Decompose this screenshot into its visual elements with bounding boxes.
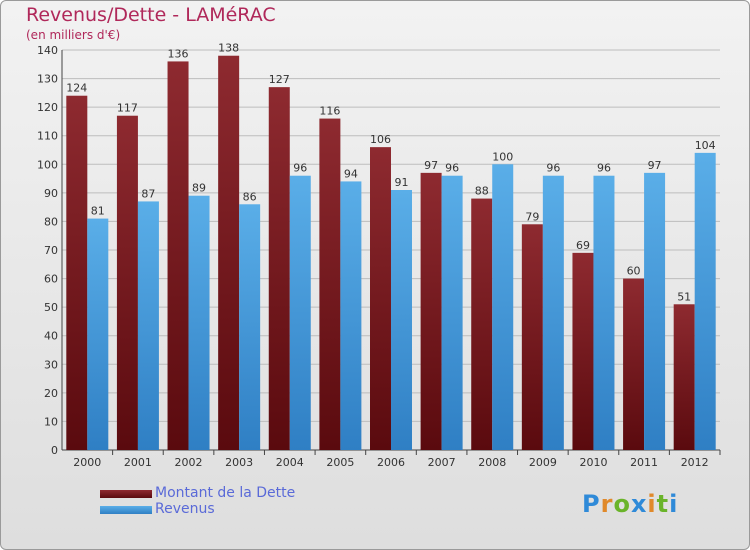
legend-label-revenus: Revenus <box>155 501 215 517</box>
bar-dette <box>218 55 240 450</box>
bar-dette <box>623 278 645 450</box>
x-tick-label: 2008 <box>478 456 506 469</box>
y-tick-label: 130 <box>37 73 58 86</box>
y-tick-label: 120 <box>37 101 58 114</box>
bar-dette <box>116 115 138 450</box>
data-label-dette: 51 <box>677 290 691 303</box>
y-tick-label: 40 <box>44 330 58 343</box>
y-tick-label: 0 <box>51 444 58 457</box>
legend-label-dette: Montant de la Dette <box>155 485 296 501</box>
y-tick-label: 110 <box>37 130 58 143</box>
data-label-dette: 116 <box>319 105 340 118</box>
legend-swatch-revenus <box>100 506 152 514</box>
data-label-dette: 127 <box>269 73 290 86</box>
data-label-dette: 138 <box>218 42 239 55</box>
x-tick-label: 2003 <box>225 456 253 469</box>
x-tick-label: 2006 <box>377 456 405 469</box>
data-label-revenus: 104 <box>695 139 716 152</box>
bar-dette <box>420 172 442 450</box>
y-tick-label: 90 <box>44 187 58 200</box>
data-label-dette: 88 <box>475 185 489 198</box>
bar-revenus <box>137 201 159 450</box>
legend-swatch-dette <box>100 490 152 498</box>
y-tick-label: 10 <box>44 415 58 428</box>
bar-dette <box>370 147 391 450</box>
x-tick-label: 2004 <box>276 456 304 469</box>
chart-subtitle: (en milliers d'€) <box>26 28 121 42</box>
data-label-revenus: 96 <box>445 162 459 175</box>
bar-revenus <box>188 195 210 450</box>
bar-revenus <box>593 175 615 450</box>
bar-dette <box>66 95 88 450</box>
bar-dette <box>167 61 189 451</box>
x-tick-label: 2002 <box>175 456 203 469</box>
bar-revenus <box>391 190 412 450</box>
data-label-revenus: 86 <box>243 190 257 203</box>
data-label-revenus: 97 <box>648 159 662 172</box>
x-tick-label: 2001 <box>124 456 152 469</box>
x-tick-label: 2000 <box>73 456 101 469</box>
data-label-dette: 79 <box>525 210 539 223</box>
proxiti-logo: Proxiti <box>582 490 679 518</box>
x-tick-label: 2009 <box>529 456 557 469</box>
y-tick-label: 80 <box>44 215 58 228</box>
y-tick-label: 70 <box>44 244 58 257</box>
data-label-dette: 136 <box>168 47 189 60</box>
x-tick-label: 2005 <box>326 456 354 469</box>
y-tick-label: 140 <box>37 44 58 57</box>
data-label-revenus: 96 <box>546 162 560 175</box>
chart-title: Revenus/Dette - LAMéRAC <box>26 4 276 26</box>
bars <box>66 55 716 451</box>
bar-dette <box>673 304 695 450</box>
data-label-revenus: 100 <box>492 150 513 163</box>
data-label-dette: 106 <box>370 133 391 146</box>
y-tick-label: 50 <box>44 301 58 314</box>
bar-revenus <box>644 172 666 450</box>
bar-dette <box>572 252 594 450</box>
axes: 0 10 20 30 40 50 60 70 80 90 100 110 120 130 140 2000 20… <box>37 44 721 469</box>
bar-revenus <box>492 164 514 451</box>
y-tick-label: 30 <box>44 358 58 371</box>
bar-dette <box>319 118 341 451</box>
y-tick-label: 60 <box>44 273 58 286</box>
bar-revenus <box>441 175 463 450</box>
x-tick-label: 2011 <box>630 456 658 469</box>
data-label-dette: 97 <box>424 159 438 172</box>
data-label-revenus: 94 <box>344 167 358 180</box>
x-tick-label: 2012 <box>681 456 709 469</box>
bar-revenus <box>542 175 564 450</box>
data-label-revenus: 87 <box>141 187 155 200</box>
y-tick-label: 20 <box>44 387 58 400</box>
bar-dette <box>521 224 543 450</box>
data-label-dette: 69 <box>576 239 590 252</box>
bar-revenus <box>239 204 261 450</box>
data-label-revenus: 96 <box>597 162 611 175</box>
bar-revenus <box>87 218 109 450</box>
bar-dette <box>268 87 290 451</box>
bar-dette <box>471 198 493 450</box>
data-label-dette: 60 <box>627 265 641 278</box>
x-tick-label: 2010 <box>579 456 607 469</box>
data-label-revenus: 89 <box>192 182 206 195</box>
bar-revenus <box>289 175 311 450</box>
data-label-revenus: 81 <box>91 205 105 218</box>
bar-revenus <box>694 152 716 450</box>
bar-revenus <box>340 181 362 450</box>
y-tick-label: 100 <box>37 158 58 171</box>
data-labels: 124 81 117 87 136 89 138 86 127 96 116 94 106 91 97 96 8… <box>66 42 715 304</box>
data-label-revenus: 96 <box>293 162 307 175</box>
data-label-dette: 124 <box>66 82 87 95</box>
data-label-revenus: 91 <box>395 176 409 189</box>
x-tick-label: 2007 <box>428 456 456 469</box>
data-label-dette: 117 <box>117 102 138 115</box>
